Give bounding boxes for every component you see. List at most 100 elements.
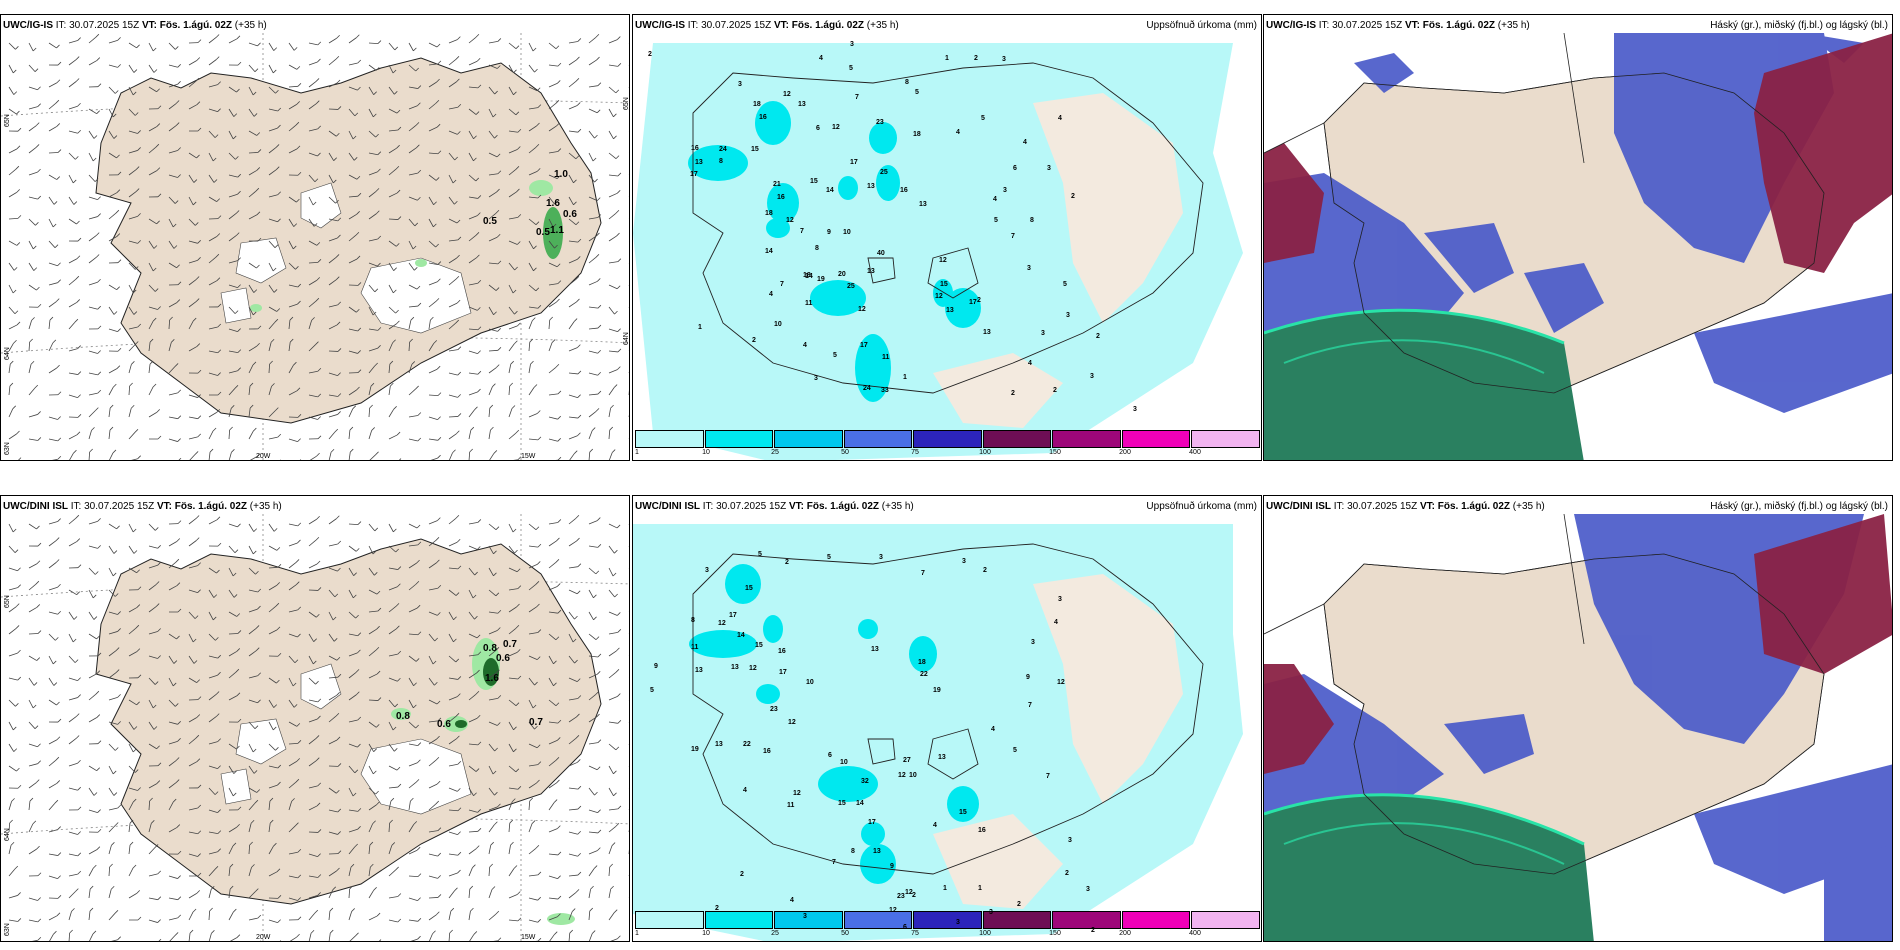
- wind-barb-tick: [236, 88, 240, 93]
- wind-barb: [488, 152, 498, 158]
- precip-value: 2: [1017, 901, 1021, 908]
- wind-barb-tick: [297, 916, 302, 921]
- wind-barb-tick: [516, 649, 521, 653]
- wind-barb: [148, 64, 155, 73]
- wind-barb: [508, 868, 515, 877]
- wind-barb: [608, 787, 614, 796]
- wind-barb-tick: [512, 528, 517, 533]
- colorbar-tick: 200: [1119, 930, 1131, 937]
- wind-barb: [88, 60, 98, 66]
- wind-barb: [388, 586, 398, 591]
- wind-barb-tick: [337, 106, 342, 110]
- wind-barb: [628, 438, 629, 439]
- wind-barb-tick: [575, 889, 580, 893]
- wind-barb: [568, 174, 574, 184]
- wind-barb-tick: [435, 756, 440, 761]
- wind-barb-tick: [257, 588, 262, 593]
- wind-barb-tick: [457, 851, 462, 856]
- precip-value: 15: [959, 809, 967, 816]
- wind-barb: [408, 105, 418, 110]
- wind-barb-tick: [171, 339, 175, 343]
- wind-barb: [468, 257, 477, 264]
- wind-barb: [428, 914, 437, 921]
- wind-barb: [208, 452, 211, 460]
- wind-barb: [248, 608, 258, 613]
- wind-barb: [408, 849, 418, 855]
- wind-barb: [308, 240, 318, 246]
- wind-barb: [388, 434, 398, 440]
- wind-barb-tick: [316, 515, 320, 520]
- precip-value: 14: [737, 632, 745, 639]
- wind-barb-tick: [177, 174, 181, 178]
- wind-barb: [388, 386, 391, 396]
- wind-barb-tick: [335, 712, 340, 717]
- wind-barb-tick: [57, 875, 61, 879]
- wind-barb: [588, 108, 598, 114]
- wind-barb-tick: [35, 779, 40, 783]
- wind-barb-tick: [413, 267, 418, 271]
- wind-barb-tick: [37, 897, 41, 901]
- wind-barb: [308, 261, 319, 264]
- wind-barb-tick: [353, 572, 357, 576]
- wind-barb-tick: [452, 449, 456, 454]
- wind-barb: [608, 611, 618, 616]
- wind-barb-tick: [253, 289, 258, 293]
- wind-barb: [288, 342, 291, 352]
- wind-barb: [488, 824, 495, 833]
- wind-barb-tick: [157, 628, 161, 632]
- wind-barb-tick: [155, 603, 160, 607]
- wind-barb: [588, 281, 598, 286]
- wind-barb-tick: [394, 46, 399, 51]
- wind-barb: [508, 306, 515, 315]
- wind-barb-tick: [517, 917, 522, 922]
- precip-value: 14: [805, 273, 813, 280]
- precip-value: 8: [691, 617, 695, 624]
- wind-barb: [428, 738, 437, 745]
- precip-value: 4: [1054, 619, 1058, 626]
- wind-barb: [528, 823, 533, 833]
- wind-barb-tick: [172, 223, 177, 228]
- wind-barb: [388, 743, 395, 752]
- wind-barb-tick: [254, 725, 259, 729]
- wind-barb: [188, 60, 197, 66]
- wind-barb-tick: [236, 823, 240, 828]
- wind-barb-tick: [572, 638, 577, 643]
- wind-barb-tick: [597, 304, 602, 309]
- wind-barb: [388, 218, 399, 220]
- wind-barb: [428, 320, 431, 330]
- wind-barb-tick: [156, 167, 161, 171]
- wind-barb-tick: [473, 792, 477, 797]
- wind-barb: [288, 218, 295, 227]
- wind-barb: [528, 721, 535, 730]
- wind-panel-value: 0.7: [529, 717, 543, 728]
- wind-barb-tick: [398, 941, 401, 942]
- wind-barbs: [8, 33, 629, 460]
- wind-barb: [148, 564, 158, 569]
- wind-barb-tick: [92, 594, 97, 599]
- wind-barb-tick: [397, 566, 402, 570]
- precip-value: 27: [903, 757, 911, 764]
- wind-barb-tick: [370, 382, 375, 387]
- wind-barb-tick: [537, 436, 542, 441]
- wind-barb: [28, 262, 35, 271]
- precip-value: 10: [840, 759, 848, 766]
- wind-barb-tick: [494, 791, 498, 796]
- wind-barb-tick: [372, 820, 376, 825]
- wind-barb-tick: [417, 897, 421, 901]
- wind-barb-tick: [297, 522, 302, 527]
- wind-barb: [128, 306, 135, 315]
- wind-barb-tick: [273, 842, 277, 847]
- precip-value: 7: [800, 228, 804, 235]
- precip-value: 3: [1031, 639, 1035, 646]
- wind-barb: [228, 284, 238, 289]
- wind-barb-tick: [514, 310, 518, 315]
- wind-barb-tick: [557, 719, 562, 724]
- wind-barb: [628, 919, 629, 920]
- wind-barb: [448, 174, 454, 184]
- wind-barb-tick: [97, 278, 101, 283]
- wind-barb: [188, 196, 194, 206]
- wind-barb: [428, 262, 438, 265]
- wind-barb-tick: [177, 147, 181, 151]
- wind-barb: [48, 699, 57, 706]
- wind-barb-tick: [353, 594, 357, 599]
